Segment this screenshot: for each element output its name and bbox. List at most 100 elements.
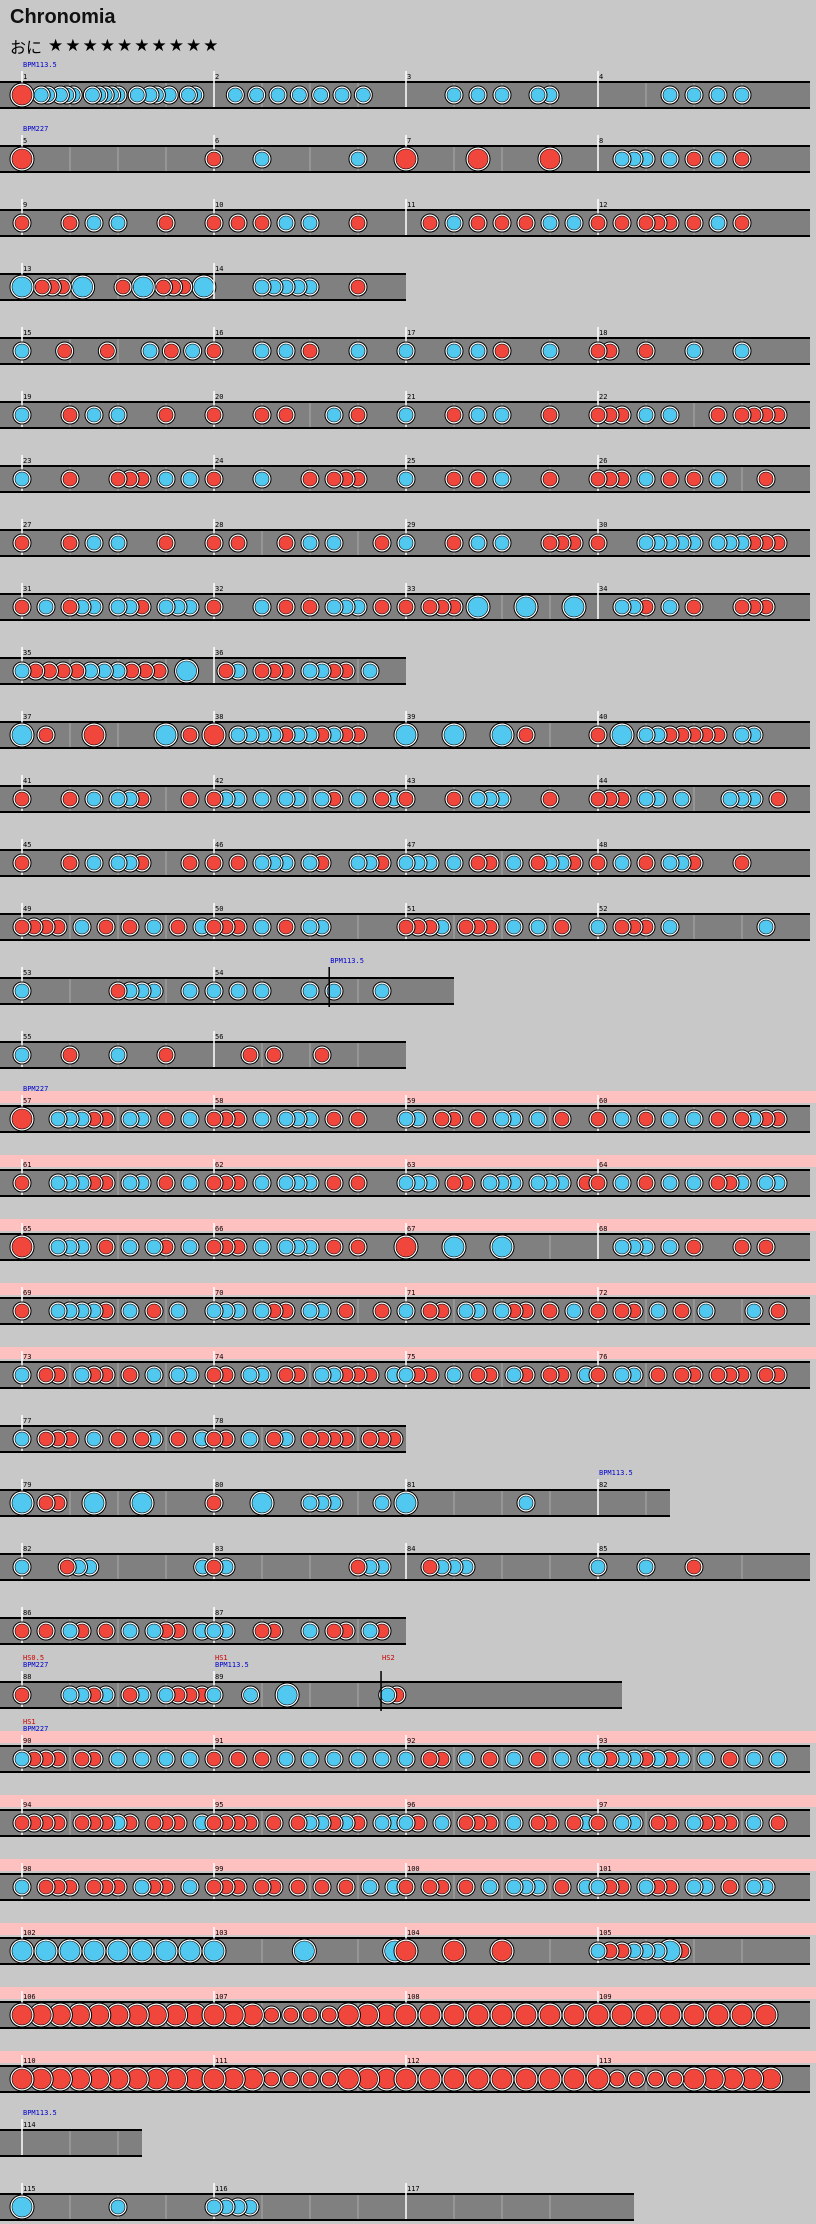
ka-note (334, 87, 350, 103)
measure-number: 54 (215, 969, 223, 977)
don-note (650, 1815, 666, 1831)
don-note (38, 1623, 54, 1639)
don-note (614, 215, 630, 231)
big-don-note (443, 2004, 465, 2026)
gogo-band (0, 1155, 816, 1167)
ka-note (662, 1175, 678, 1191)
don-note (374, 1303, 390, 1319)
measure-number: 15 (23, 329, 31, 337)
measure-number: 87 (215, 1609, 223, 1617)
measure-number: 45 (23, 841, 31, 849)
measure-number: 39 (407, 713, 415, 721)
measure-number: 71 (407, 1289, 415, 1297)
measure-number: 97 (599, 1801, 607, 1809)
scroll-speed-label: HS0.5 (23, 1654, 44, 1662)
ka-note (506, 1367, 522, 1383)
don-note (278, 599, 294, 615)
don-note (350, 407, 366, 423)
ka-note (254, 855, 270, 871)
measure-number: 101 (599, 1865, 612, 1873)
ka-note (350, 1751, 366, 1767)
ka-note (506, 1751, 522, 1767)
don-note (590, 343, 606, 359)
ka-note (230, 727, 246, 743)
ka-note (758, 919, 774, 935)
big-don-note (587, 2004, 609, 2026)
measure-number: 37 (23, 713, 31, 721)
big-ka-note (179, 1940, 201, 1962)
ka-note (86, 535, 102, 551)
ka-note (686, 1175, 702, 1191)
don-note (264, 2007, 279, 2023)
don-note (146, 1815, 162, 1831)
ka-note (494, 471, 510, 487)
don-note (734, 599, 750, 615)
ka-note (14, 1751, 30, 1767)
don-note (758, 471, 774, 487)
don-note (518, 727, 534, 743)
ka-note (590, 1879, 606, 1895)
measure-number: 90 (23, 1737, 31, 1745)
ka-note (146, 1623, 162, 1639)
ka-note (254, 599, 270, 615)
don-note (206, 1239, 222, 1255)
big-don-note (467, 2068, 489, 2090)
song-title: Chronomia (10, 6, 116, 28)
ka-note (254, 1175, 270, 1191)
don-note (758, 1239, 774, 1255)
measure-number: 33 (407, 585, 415, 593)
don-note (156, 279, 171, 295)
don-note (206, 1495, 222, 1511)
ka-note (446, 87, 462, 103)
big-ka-note (11, 1492, 33, 1514)
ka-note (446, 1367, 462, 1383)
don-note (302, 2071, 318, 2087)
don-note (242, 1047, 258, 1063)
big-don-note (11, 1236, 33, 1258)
don-note (283, 2071, 299, 2087)
big-ka-note (491, 1236, 513, 1258)
don-note (302, 599, 318, 615)
don-note (446, 1175, 462, 1191)
ka-note (506, 919, 522, 935)
ka-note (746, 1879, 762, 1895)
ka-note (62, 1687, 78, 1703)
ka-note (85, 87, 100, 103)
ka-note (122, 1623, 138, 1639)
measure-number: 28 (215, 521, 223, 529)
don-note (266, 1431, 282, 1447)
ka-note (434, 1815, 450, 1831)
don-note (206, 855, 222, 871)
gogo-band (0, 1347, 816, 1359)
ka-note (614, 151, 630, 167)
ka-note (134, 1751, 150, 1767)
don-note (254, 215, 270, 231)
ka-note (254, 151, 270, 167)
don-note (422, 599, 438, 615)
don-note (686, 471, 702, 487)
ka-note (122, 1175, 138, 1191)
ka-note (638, 407, 654, 423)
don-note (290, 1879, 306, 1895)
big-don-note (83, 724, 105, 746)
measure-number: 102 (23, 1929, 36, 1937)
measure-number: 76 (599, 1353, 607, 1361)
don-note (290, 1815, 306, 1831)
measure-number: 35 (23, 649, 31, 657)
don-note (590, 215, 606, 231)
measure-number: 106 (23, 1993, 36, 2001)
don-note (470, 471, 486, 487)
ka-note (590, 1943, 606, 1959)
don-note (614, 919, 630, 935)
measure-number: 29 (407, 521, 415, 529)
don-note (266, 1047, 282, 1063)
ka-note (254, 1303, 270, 1319)
ka-note (542, 215, 558, 231)
don-note (422, 215, 438, 231)
don-note (62, 855, 78, 871)
ka-note (14, 471, 30, 487)
measure-number: 112 (407, 2057, 420, 2065)
don-note (734, 151, 750, 167)
ka-note (698, 1303, 714, 1319)
don-note (422, 1303, 438, 1319)
